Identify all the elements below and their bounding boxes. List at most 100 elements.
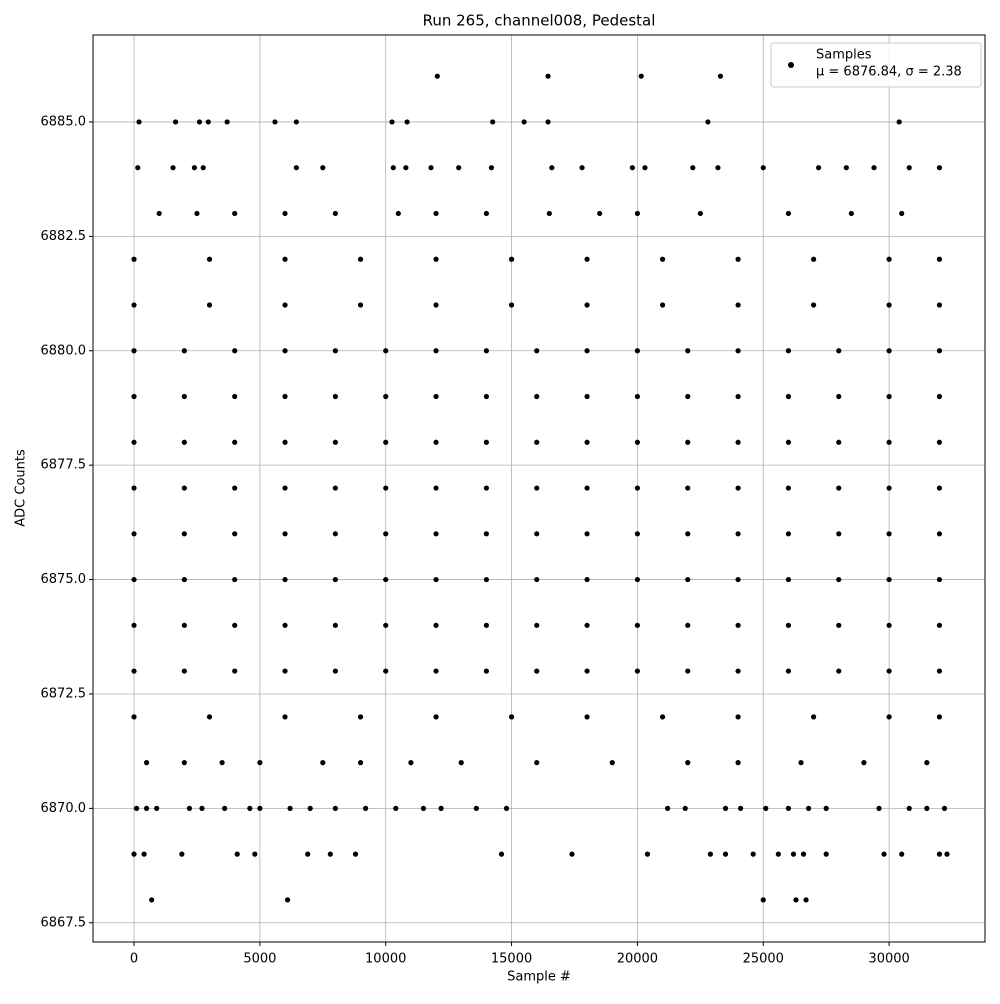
point <box>219 760 225 766</box>
point <box>483 210 489 217</box>
point <box>282 348 288 354</box>
point <box>282 714 288 720</box>
point <box>327 851 333 857</box>
point <box>941 805 948 811</box>
point <box>936 165 943 171</box>
point <box>717 73 724 79</box>
point <box>332 531 338 537</box>
point <box>434 73 440 79</box>
point <box>404 119 410 125</box>
point <box>172 119 179 125</box>
legend: Samples μ = 6876.84, σ = 2.38 <box>770 42 982 88</box>
point <box>383 393 389 400</box>
point <box>232 439 238 445</box>
point <box>181 439 187 445</box>
point <box>584 393 590 400</box>
point <box>131 439 137 445</box>
point <box>170 165 176 171</box>
point <box>944 851 950 857</box>
point <box>483 668 489 674</box>
point <box>886 531 892 537</box>
point <box>136 119 142 125</box>
point <box>181 760 187 766</box>
point <box>181 668 187 674</box>
point <box>141 851 147 857</box>
point <box>433 668 439 674</box>
legend-label: Samples <box>816 48 872 63</box>
point <box>735 622 741 628</box>
point <box>735 714 741 720</box>
point <box>899 851 905 857</box>
point <box>685 439 691 445</box>
point <box>876 805 882 811</box>
point <box>282 485 288 491</box>
point <box>810 302 817 308</box>
point <box>181 531 187 537</box>
point <box>584 485 590 491</box>
point <box>232 668 238 674</box>
point <box>483 348 489 354</box>
point <box>735 668 741 674</box>
point <box>886 348 892 354</box>
point <box>332 576 338 583</box>
point <box>282 302 288 308</box>
point <box>735 393 741 400</box>
point <box>257 760 263 766</box>
point <box>383 576 389 583</box>
point <box>383 485 389 491</box>
point <box>785 485 792 491</box>
point <box>936 439 943 445</box>
point <box>936 485 943 491</box>
point <box>785 531 792 537</box>
point <box>549 165 555 171</box>
point <box>836 485 842 491</box>
x-tick-label: 15000 <box>491 952 532 967</box>
point <box>357 714 364 720</box>
legend-marker <box>788 62 794 68</box>
y-tick-label: 6885.0 <box>41 114 87 129</box>
point <box>816 165 822 171</box>
point <box>200 165 206 171</box>
point <box>390 165 396 171</box>
y-axis-label: ADC Counts <box>14 449 29 527</box>
point <box>805 805 812 811</box>
point <box>332 439 338 445</box>
point <box>697 210 703 217</box>
point <box>546 210 552 217</box>
point <box>836 668 842 674</box>
point <box>393 805 399 811</box>
point <box>357 256 364 262</box>
point <box>395 210 401 217</box>
plot-frame <box>92 34 986 943</box>
point <box>232 576 238 583</box>
point <box>131 393 137 400</box>
point <box>534 439 540 445</box>
point <box>763 805 769 811</box>
point <box>534 348 540 354</box>
point <box>307 805 313 811</box>
point <box>785 210 792 217</box>
point <box>181 485 187 491</box>
point <box>357 302 364 308</box>
point <box>738 805 744 811</box>
point <box>191 165 198 171</box>
point <box>357 760 364 766</box>
point <box>483 439 489 445</box>
point <box>735 302 741 308</box>
point <box>284 897 291 903</box>
point <box>332 485 338 491</box>
point <box>232 622 238 628</box>
point <box>508 256 515 262</box>
point <box>252 851 258 857</box>
point <box>257 805 263 811</box>
point <box>433 531 439 537</box>
point <box>685 668 691 674</box>
point <box>638 73 644 79</box>
point <box>282 210 288 217</box>
point <box>685 485 691 491</box>
point <box>483 576 489 583</box>
point <box>144 760 150 766</box>
point <box>886 393 892 400</box>
point <box>131 714 137 720</box>
point <box>665 805 671 811</box>
